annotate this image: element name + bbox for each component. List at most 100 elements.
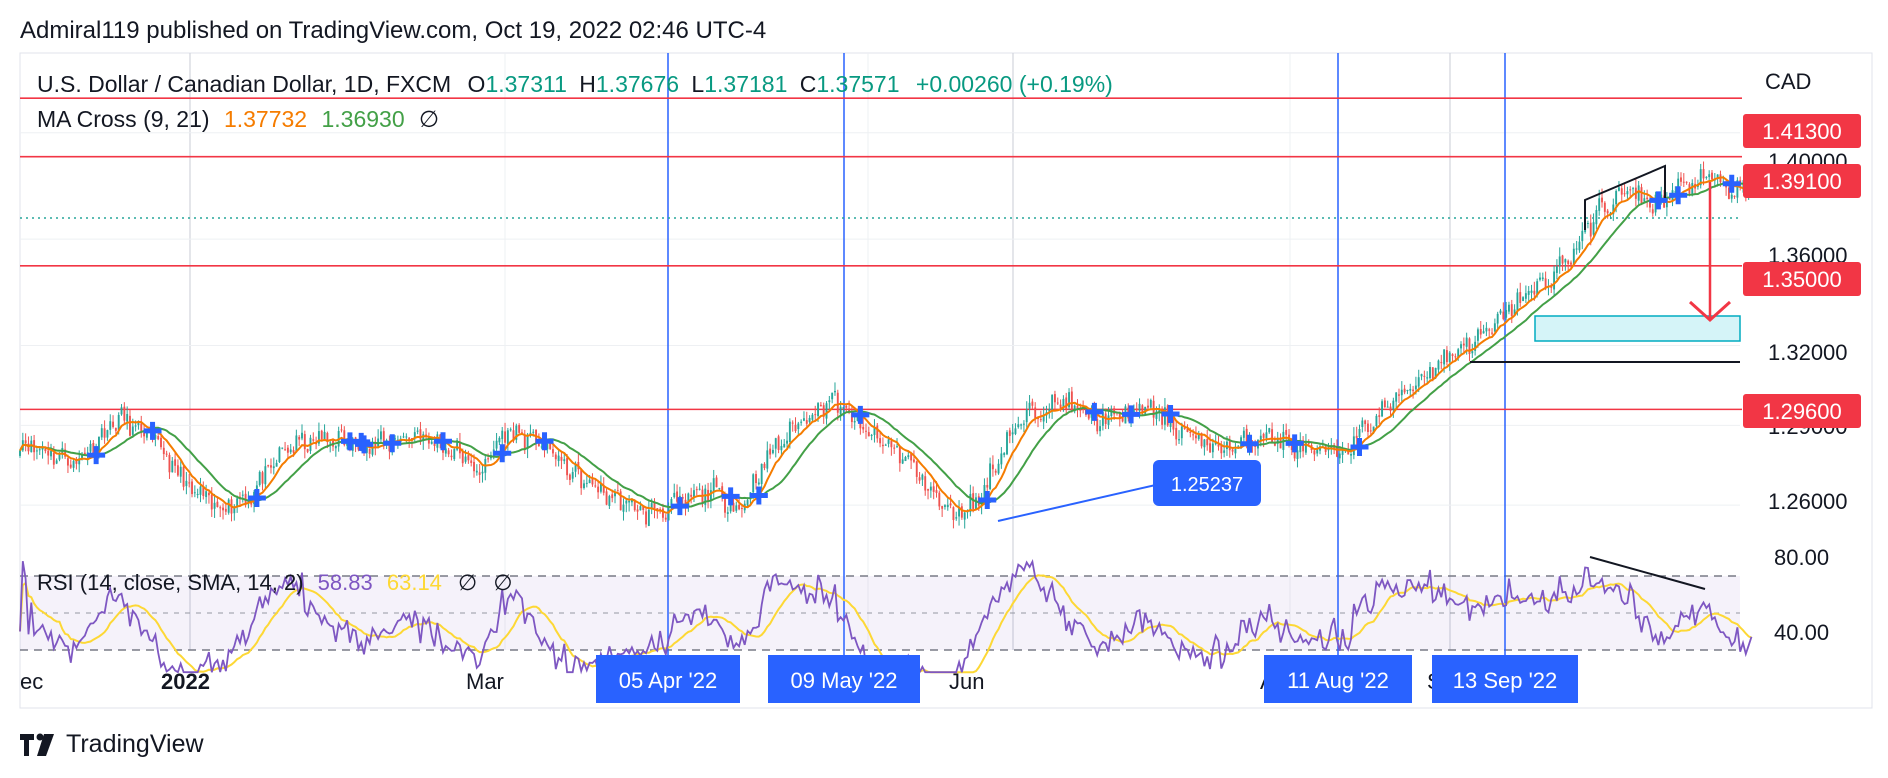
candle-body (1014, 428, 1017, 434)
candle-body (960, 506, 963, 518)
time-tick-2022: 2022 (161, 669, 210, 694)
candle-body (554, 454, 557, 460)
candle-body (822, 405, 825, 417)
candle-body (278, 447, 281, 463)
candle-body (1082, 408, 1085, 410)
candle-body (106, 430, 109, 438)
legend-h-value: 1.37676 (596, 71, 679, 97)
candle-body (1304, 442, 1307, 453)
candle-body (1674, 191, 1677, 193)
footer-brand[interactable]: TradingView (66, 730, 205, 758)
candle-body (867, 432, 870, 437)
candle-body (873, 426, 876, 435)
candle-body (918, 477, 921, 481)
candle-body (1702, 169, 1705, 179)
candle-body (168, 454, 171, 473)
candle-body (698, 488, 701, 490)
cross-marker-icon (434, 432, 452, 451)
candle-body (808, 417, 811, 422)
candle-body (275, 462, 278, 467)
candle-body (1121, 417, 1124, 422)
candle-body (1668, 198, 1671, 200)
candle-body (281, 447, 284, 449)
candle-body (1685, 181, 1688, 183)
cross-marker-icon (978, 491, 997, 510)
candle-body (1417, 377, 1420, 387)
candle-body (1592, 222, 1595, 235)
candle-body (174, 459, 177, 466)
candle-body (1708, 174, 1711, 178)
candle-body (1465, 337, 1468, 347)
candle-body (210, 494, 213, 510)
candle-body (303, 434, 306, 450)
candle-body (89, 443, 92, 452)
candle-body (1665, 198, 1668, 208)
candle-body (1491, 332, 1493, 334)
candle-body (1381, 401, 1384, 417)
candle-body (709, 490, 712, 501)
candle-body (1699, 169, 1702, 186)
candle-body (286, 447, 289, 453)
candle-body (504, 431, 506, 443)
candle-body (1141, 405, 1144, 413)
candle-body (676, 491, 679, 502)
cross-marker-icon (87, 446, 106, 465)
candle-body (1578, 241, 1581, 251)
candle-body (1223, 450, 1226, 453)
candle-body (1601, 197, 1603, 203)
ma-legend-slow: 1.36930 (321, 106, 404, 132)
rsi-hide-icon-2[interactable]: ∅ (493, 570, 512, 595)
candle-body (334, 446, 337, 449)
candle-body (924, 476, 927, 491)
candle-body (1172, 419, 1175, 430)
ma-hide-icon[interactable]: ∅ (419, 106, 439, 132)
legend-line: U.S. Dollar / Canadian Dollar, 1D, FXCM … (37, 71, 1113, 97)
candle-body (317, 431, 320, 444)
candle-body (842, 406, 845, 409)
candle-body (236, 498, 239, 507)
candle-body (1567, 260, 1570, 265)
candle-body (1209, 443, 1211, 453)
candle-body (1234, 448, 1237, 454)
candle-body (1434, 367, 1437, 379)
candle-body (760, 463, 763, 485)
time-tick-dec: ec (20, 669, 43, 694)
candle-body (1640, 187, 1643, 204)
candle-body (893, 447, 896, 449)
candle-body (188, 482, 191, 484)
rsi-tick-2: 40.00 (1774, 620, 1829, 645)
candle-body (1476, 329, 1479, 341)
time-tick-mar: Mar (466, 669, 504, 694)
candle-body (1460, 344, 1462, 349)
candle-body (1522, 297, 1525, 302)
candle-body (726, 512, 729, 514)
candle-body (123, 406, 126, 421)
candle-body (1293, 449, 1296, 459)
candle-body (625, 500, 628, 504)
candle-body (817, 403, 820, 416)
candle-body (1003, 453, 1006, 455)
candle-body (1059, 404, 1062, 410)
vertical-lines (667, 53, 1506, 655)
candle-body (1488, 329, 1491, 331)
ma-legend-line: MA Cross (9, 21) 1.37732 1.36930 ∅ (37, 106, 439, 132)
candle-body (1516, 292, 1519, 312)
rsi-hide-icon-1[interactable]: ∅ (458, 570, 477, 595)
candle-body (1513, 309, 1516, 315)
candle-body (447, 450, 450, 455)
candle-body (24, 440, 27, 444)
candle-body (687, 493, 690, 507)
candle-body (1335, 447, 1338, 457)
candle-body (1062, 398, 1065, 408)
candle-body (884, 444, 887, 446)
candle-body (126, 414, 129, 422)
candle-body (774, 438, 777, 449)
candle-body (834, 390, 836, 393)
candle-body (1316, 448, 1319, 454)
candle-body (738, 504, 741, 510)
candle-body (66, 458, 69, 466)
candle-body (836, 392, 839, 413)
candle-body (1544, 278, 1547, 288)
candle-body (896, 446, 898, 448)
candle-body (1403, 388, 1406, 393)
